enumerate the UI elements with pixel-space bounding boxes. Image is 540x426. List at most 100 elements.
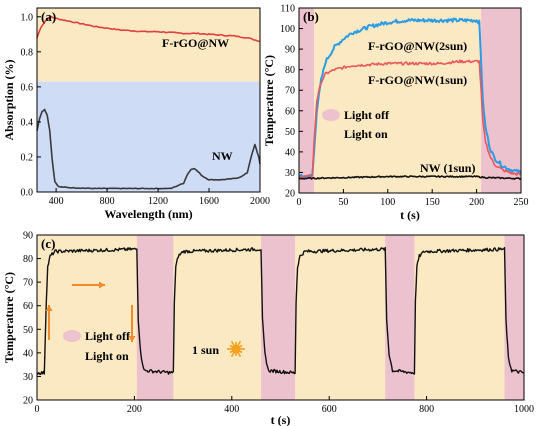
arrow-up xyxy=(45,305,53,340)
y-tick-label: 0.4 xyxy=(21,117,34,128)
panel-c-y-axis-label: Temperature (°C) xyxy=(2,272,16,363)
panel-c-annotation-1sun: 1 sun xyxy=(192,343,219,357)
y-tick-label: 60 xyxy=(285,106,295,117)
light-on-region xyxy=(314,8,482,193)
series-line-nw-1sun xyxy=(298,175,522,180)
y-tick-label: 90 xyxy=(23,231,33,242)
panel-a-y-axis-label: Absorption (%) xyxy=(2,59,16,140)
panel-a-x-axis-label: Wavelength (nm) xyxy=(104,207,192,221)
light-off-region xyxy=(299,8,315,193)
y-tick-label: 110 xyxy=(280,4,295,15)
legend-light-off-label: Light off xyxy=(85,329,131,343)
panel-a-label: (a) xyxy=(41,9,56,24)
panel-b: 0 50 100 150 200 250 20 30 40 50 60 70 80 90 100 110 (… xyxy=(262,4,529,223)
x-tick-label: 400 xyxy=(224,404,239,415)
series-line-cycling xyxy=(36,246,525,376)
y-tick-label: 70 xyxy=(285,86,295,97)
panel-c-label: (c) xyxy=(41,236,55,251)
light-off-region xyxy=(136,235,174,400)
arrow-down xyxy=(128,305,136,342)
legend-light-off-swatch xyxy=(63,330,81,342)
panel-b-label: (b) xyxy=(303,9,319,24)
y-tick-label: 60 xyxy=(23,301,33,312)
y-tick-label: 0.0 xyxy=(21,188,34,199)
panel-b-annotation-nw: NW (1sun) xyxy=(420,161,475,175)
panel-c-x-ticks: 0 200 400 600 800 1000 xyxy=(35,396,534,415)
x-tick-label: 0 xyxy=(297,197,302,208)
legend-light-on-label: Light on xyxy=(344,127,388,141)
y-tick-label: 30 xyxy=(285,168,295,179)
panel-a-blue-band xyxy=(37,81,260,192)
arrow-right xyxy=(72,281,105,289)
panel-a: 400 800 1200 1600 2000 0.0 0.2 0.4 0.6 0.8 1.0 (a… xyxy=(2,7,270,221)
x-tick-label: 200 xyxy=(127,404,142,415)
legend-light-on-swatch xyxy=(322,128,340,140)
panel-a-light-on-band xyxy=(37,8,260,82)
x-tick-label: 1600 xyxy=(199,196,219,207)
panel-a-x-ticks: 400 800 1200 1600 2000 xyxy=(49,188,270,207)
y-tick-label: 40 xyxy=(23,348,33,359)
x-tick-label: 800 xyxy=(100,196,115,207)
x-tick-label: 50 xyxy=(338,197,348,208)
series-line-frgo-nw xyxy=(36,15,261,43)
x-tick-label: 800 xyxy=(419,404,434,415)
y-tick-label: 80 xyxy=(285,65,295,76)
x-tick-label: 400 xyxy=(49,196,64,207)
panel-b-annotation-1sun: F-rGO@NW(1sun) xyxy=(368,73,467,87)
panel-c-frame xyxy=(36,234,525,401)
y-tick-label: 100 xyxy=(280,24,295,35)
y-tick-label: 0.8 xyxy=(21,47,34,58)
y-tick-label: 50 xyxy=(23,325,33,336)
x-tick-label: 0 xyxy=(35,404,40,415)
y-tick-label: 0.2 xyxy=(21,152,34,163)
legend-light-off-swatch xyxy=(322,109,340,121)
y-tick-label: 30 xyxy=(23,372,33,383)
panel-a-frame xyxy=(36,7,261,193)
x-tick-label: 150 xyxy=(425,197,440,208)
y-tick-label: 70 xyxy=(23,278,33,289)
panel-c-arrows xyxy=(45,281,136,342)
series-line-1sun xyxy=(298,59,522,179)
panel-b-legend: Light off Light on xyxy=(322,108,390,141)
y-tick-label: 0.6 xyxy=(21,82,34,93)
x-tick-label: 1000 xyxy=(514,404,534,415)
panel-b-shaded-regions xyxy=(299,8,521,193)
panel-c-x-axis-label: t (s) xyxy=(271,413,291,426)
panel-c-series xyxy=(36,246,525,376)
panel-a-annotation-nw: NW xyxy=(212,149,233,163)
y-tick-label: 50 xyxy=(285,127,295,138)
panel-a-y-ticks: 0.0 0.2 0.4 0.6 0.8 1.0 xyxy=(21,12,41,199)
y-tick-label: 20 xyxy=(23,396,33,407)
legend-light-on-swatch xyxy=(63,350,81,362)
x-tick-label: 100 xyxy=(380,197,395,208)
panel-c: 0 200 400 600 800 1000 20 30 40 50 60 70 80 90 (c) t… xyxy=(2,231,534,426)
x-tick-label: 250 xyxy=(514,197,529,208)
legend-light-on-label: Light on xyxy=(85,349,129,363)
panel-c-legend: Light off Light on xyxy=(63,329,131,363)
y-tick-label: 80 xyxy=(23,254,33,265)
series-line-2sun xyxy=(298,17,522,179)
x-tick-label: 200 xyxy=(469,197,484,208)
panel-b-y-ticks: 20 30 40 50 60 70 80 90 100 110 xyxy=(280,4,303,200)
panel-b-series xyxy=(298,17,522,180)
panel-b-frame xyxy=(298,7,522,194)
panel-a-annotation-frgo: F-rGO@NW xyxy=(162,36,229,50)
x-tick-label: 1200 xyxy=(148,196,168,207)
legend-light-off-label: Light off xyxy=(344,108,390,122)
sun-icon xyxy=(227,340,245,358)
light-off-region xyxy=(504,235,524,400)
y-tick-label: 1.0 xyxy=(21,12,34,23)
x-tick-label: 2000 xyxy=(250,196,270,207)
panel-b-y-axis-label: Temperature (°C) xyxy=(262,55,276,146)
y-tick-label: 90 xyxy=(285,45,295,56)
series-line-nw xyxy=(36,108,261,190)
light-off-region xyxy=(385,235,415,400)
panel-b-x-ticks: 0 50 100 150 200 250 xyxy=(297,189,529,208)
y-tick-label: 40 xyxy=(285,147,295,158)
x-tick-label: 600 xyxy=(322,404,337,415)
y-tick-label: 20 xyxy=(285,189,295,200)
panel-c-y-ticks: 20 30 40 50 60 70 80 90 xyxy=(23,231,41,407)
light-off-region xyxy=(261,235,296,400)
panel-b-x-axis-label: t (s) xyxy=(400,208,420,222)
